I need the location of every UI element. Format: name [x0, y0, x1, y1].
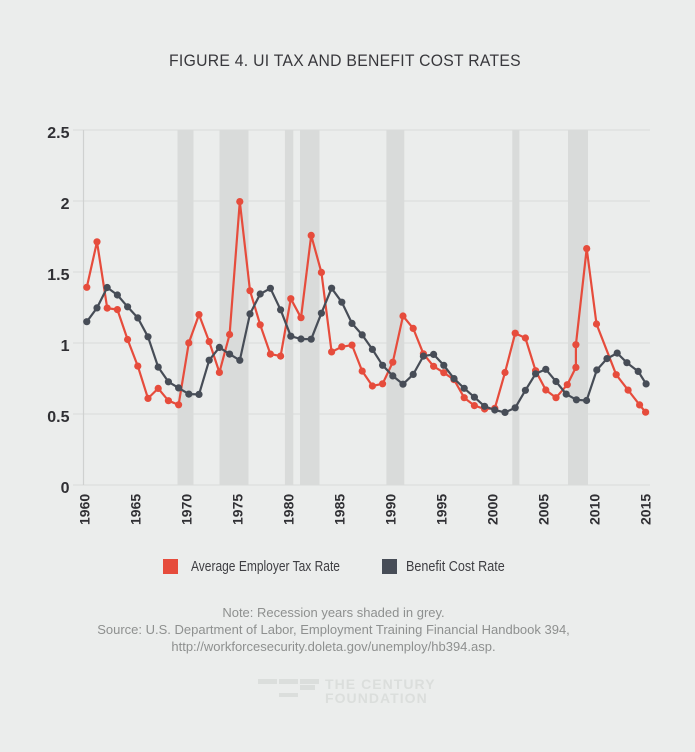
svg-text:1965: 1965 — [127, 494, 143, 525]
svg-text:2015: 2015 — [637, 494, 653, 525]
svg-text:0: 0 — [61, 480, 70, 497]
svg-text:1960: 1960 — [76, 494, 92, 525]
svg-text:2010: 2010 — [586, 494, 602, 525]
svg-text:1970: 1970 — [178, 494, 194, 525]
svg-text:1990: 1990 — [382, 494, 398, 525]
svg-text:1980: 1980 — [280, 494, 296, 525]
svg-text:1995: 1995 — [433, 494, 449, 525]
svg-text:1985: 1985 — [331, 494, 347, 525]
svg-text:1975: 1975 — [229, 494, 245, 525]
svg-text:2000: 2000 — [484, 494, 500, 525]
svg-text:2005: 2005 — [535, 494, 551, 525]
svg-text:0.5: 0.5 — [47, 409, 69, 426]
svg-text:2: 2 — [61, 196, 70, 213]
svg-text:2.5: 2.5 — [47, 125, 69, 142]
svg-text:1.5: 1.5 — [47, 267, 69, 284]
svg-text:1: 1 — [61, 338, 70, 355]
